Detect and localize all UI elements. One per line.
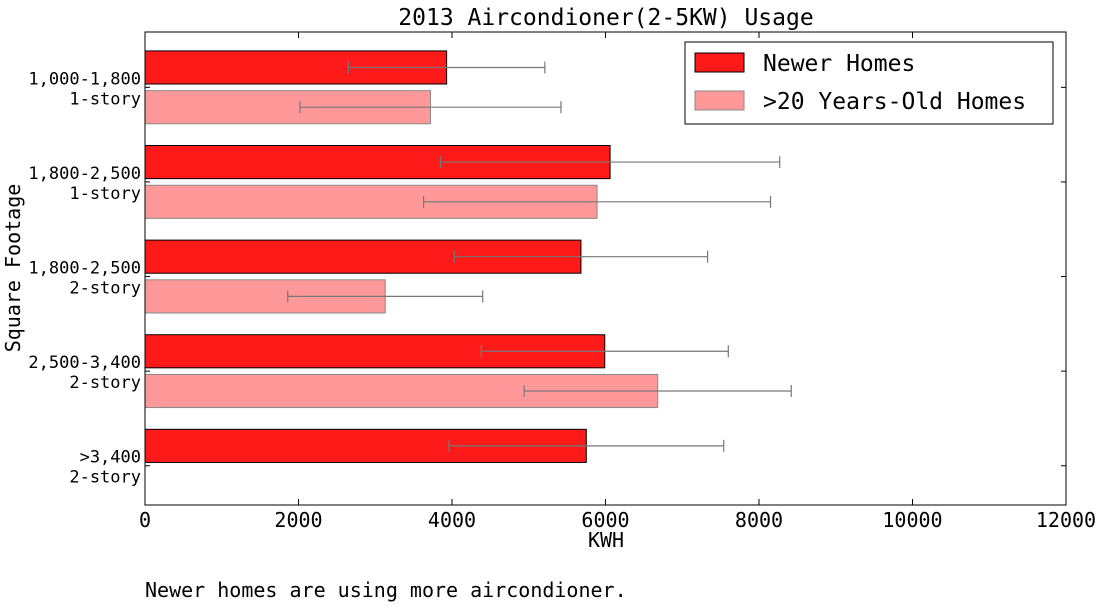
y-tick-label: 1-story <box>69 89 141 109</box>
y-tick-label: 1-story <box>69 184 141 204</box>
error-bar-newer-homes-3 <box>480 345 729 358</box>
chart-caption: Newer homes are using more aircondioner. <box>145 578 627 602</box>
legend-swatch-newer-homes <box>694 52 745 73</box>
legend-label-newer-homes: Newer Homes <box>763 51 915 77</box>
y-tick-label: 1,800-2,500 <box>28 259 141 279</box>
chart-title: 2013 Aircondioner(2-5KW) Usage <box>398 5 813 31</box>
y-tick-label: 2,500-3,400 <box>28 353 141 373</box>
y-tick-label: 2-story <box>69 373 141 393</box>
error-bar-newer-homes-2 <box>453 250 709 263</box>
y-tick-label: 2-story <box>69 279 141 299</box>
error-bar-newer-homes-1 <box>439 156 781 169</box>
legend: Newer Homes >20 Years-Old Homes <box>684 41 1054 125</box>
error-bar-old-homes-0 <box>299 101 562 114</box>
y-tick-label: 1,800-2,500 <box>28 164 141 184</box>
y-tick-label: 2-story <box>69 468 141 488</box>
x-tick-label: 2000 <box>274 508 322 532</box>
error-bar-old-homes-1 <box>423 195 772 208</box>
error-bar-old-homes-3 <box>523 385 792 398</box>
legend-box <box>684 41 1054 125</box>
y-tick-label: >3,400 <box>80 448 141 468</box>
x-tick-label: 0 <box>139 508 151 532</box>
x-tick-label: 4000 <box>428 508 476 532</box>
x-tick-label: 8000 <box>735 508 783 532</box>
legend-swatch-old-homes <box>694 90 745 111</box>
x-axis: 0 2000 4000 6000 8000 10000 12000 <box>139 32 1096 532</box>
plot-area <box>144 50 792 463</box>
error-bar-newer-homes-4 <box>448 439 725 452</box>
y-tick-label: 1,000-1,800 <box>28 69 141 89</box>
y-axis-label: Square Footage <box>1 184 25 353</box>
x-tick-label: 10000 <box>882 508 942 532</box>
x-tick-label: 6000 <box>581 508 629 532</box>
error-bar-old-homes-2 <box>287 290 484 303</box>
legend-label-old-homes: >20 Years-Old Homes <box>763 89 1026 115</box>
x-tick-label: 12000 <box>1036 508 1096 532</box>
y-axis: 1,000-1,8001-story1,800-2,5001-story1,80… <box>28 69 1066 488</box>
bar-newer-homes-2 <box>144 239 582 274</box>
x-axis-label: KWH <box>588 528 624 552</box>
error-bar-newer-homes-0 <box>347 61 546 74</box>
